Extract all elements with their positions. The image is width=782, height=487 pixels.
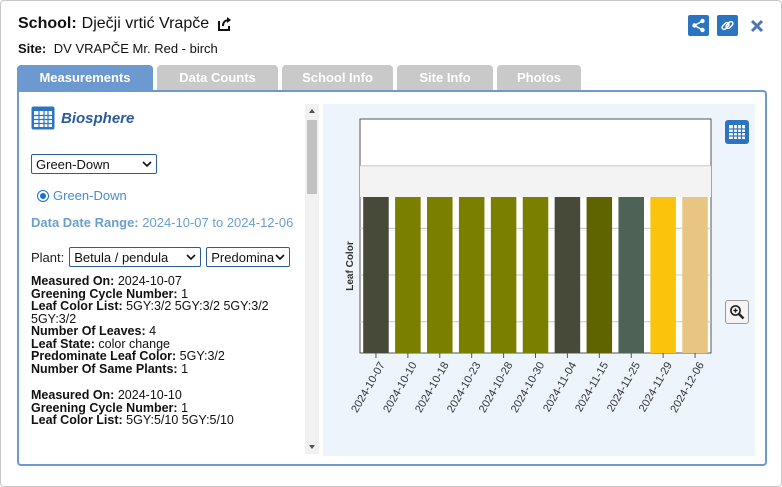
leaf-select[interactable]: Predomina: [206, 247, 291, 267]
same-plants-label: Number Of Same Plants:: [31, 361, 178, 376]
tab-school-info[interactable]: School Info: [282, 65, 393, 90]
tab-data-counts[interactable]: Data Counts: [157, 65, 278, 90]
close-button[interactable]: [746, 15, 767, 36]
leaf-select-value: Predomina: [211, 249, 275, 265]
record-item: Measured On: 2024-10-07 Greening Cycle N…: [31, 275, 295, 375]
measurements-panel: Biosphere Green-Down Green-Down Data Dat…: [17, 90, 767, 466]
color-list-value: 5GY:5/10 5GY:5/10: [126, 413, 234, 427]
color-list-value: 5GY:3/2 5GY:3/2 5GY:3/2 5GY:3/2: [31, 299, 269, 326]
cycle-value: 1: [181, 400, 189, 415]
bar-2024-11-29: [650, 197, 676, 353]
scroll-thumb[interactable]: [307, 120, 317, 194]
records-list: Measured On: 2024-10-07 Greening Cycle N…: [31, 275, 295, 427]
tab-site-info[interactable]: Site Info: [397, 65, 493, 90]
bar-2024-10-07: [363, 197, 389, 353]
chevron-down-icon: [186, 254, 196, 261]
close-icon: [750, 19, 763, 32]
link-button[interactable]: [717, 15, 738, 36]
plant-select[interactable]: Betula / pendula: [69, 247, 202, 267]
record-item: Measured On: 2024-10-10 Greening Cycle N…: [31, 389, 295, 427]
bar-2024-10-28: [490, 197, 517, 353]
leaves-label: Number Of Leaves:: [31, 324, 146, 338]
measurements-list[interactable]: Biosphere Green-Down Green-Down Data Dat…: [31, 102, 295, 454]
y-axis-label: Leaf Color: [345, 241, 356, 291]
tab-bar: Measurements Data Counts School Info Sit…: [17, 65, 581, 90]
protocol-select-value: Green-Down: [36, 156, 110, 172]
school-line: School: Dječji vrtić Vrapče: [18, 15, 234, 33]
zoom-button[interactable]: [725, 300, 749, 324]
measured-on-label: Measured On:: [31, 274, 115, 288]
school-name: Dječji vrtić Vrapče: [81, 15, 210, 32]
list-scrollbar[interactable]: [305, 104, 319, 454]
state-value: color change: [98, 336, 170, 351]
protocol-select[interactable]: Green-Down: [31, 154, 157, 174]
link-icon: [721, 20, 734, 31]
color-list-label: Leaf Color List:: [31, 413, 123, 427]
bar-2024-12-06: [682, 197, 708, 353]
leaves-value: 4: [149, 324, 157, 338]
bar-2024-10-18: [427, 197, 453, 353]
plant-row: Plant: Betula / pendula Predomina: [31, 247, 295, 267]
color-list-label: Leaf Color List:: [31, 299, 123, 313]
table-icon: [31, 106, 55, 130]
zoom-in-icon: [730, 305, 745, 320]
school-label: School:: [18, 15, 77, 32]
state-label: Leaf State:: [31, 336, 95, 351]
chevron-down-icon: [142, 161, 152, 168]
leaf-color-chart: 2024-10-072024-10-102024-10-182024-10-23…: [345, 118, 712, 415]
date-range-label: Data Date Range:: [31, 215, 139, 230]
table-icon: [729, 125, 745, 139]
share-button[interactable]: [688, 15, 709, 36]
predominate-label: Predominate Leaf Color:: [31, 349, 177, 363]
measured-on-value: 2024-10-10: [117, 388, 182, 402]
bar-2024-10-30: [522, 197, 549, 353]
measured-on-label: Measured On:: [31, 388, 115, 402]
site-line: Site: DV VRAPČE Mr. Red - birch: [18, 41, 218, 56]
plant-select-value: Betula / pendula: [74, 249, 169, 265]
bar-2024-11-04: [554, 197, 581, 353]
radio-green-down[interactable]: Green-Down: [37, 188, 295, 203]
bar-2024-11-25: [618, 197, 644, 353]
date-range: Data Date Range: 2024-10-07 to 2024-12-0…: [31, 213, 295, 233]
bar-2024-10-10: [395, 197, 421, 353]
scroll-down-arrow-icon[interactable]: [307, 442, 317, 452]
table-view-button[interactable]: [725, 120, 749, 144]
scroll-up-arrow-icon[interactable]: [307, 106, 317, 116]
share-icon: [692, 18, 705, 33]
plot-band: [360, 165, 711, 197]
radio-label: Green-Down: [53, 188, 127, 203]
site-label: Site:: [18, 41, 47, 56]
radio-button[interactable]: [37, 189, 49, 202]
tab-photos[interactable]: Photos: [497, 65, 581, 90]
plant-label: Plant:: [31, 249, 65, 265]
external-link-icon[interactable]: [216, 15, 234, 33]
cycle-value: 1: [181, 286, 189, 301]
x-tick-label: 2024-12-06: [668, 360, 707, 415]
predominate-value: 5GY:3/2: [179, 349, 225, 363]
section-title: Biosphere: [61, 109, 135, 127]
bar-2024-11-15: [586, 197, 613, 353]
biosphere-header: Biosphere: [31, 106, 295, 130]
date-range-value: 2024-10-07 to 2024-12-06: [142, 215, 294, 230]
chart-area: 2024-10-07 2024-10-10 2024-10-18 2024-10-23…: [323, 104, 755, 456]
cycle-label: Greening Cycle Number:: [31, 286, 178, 301]
cycle-label: Greening Cycle Number:: [31, 400, 178, 415]
site-name: DV VRAPČE Mr. Red - birch: [53, 41, 218, 56]
chevron-down-icon: [275, 254, 285, 261]
header-actions: [688, 15, 767, 36]
tab-measurements[interactable]: Measurements: [17, 65, 153, 90]
same-plants-value: 1: [181, 361, 189, 376]
bar-2024-10-23: [458, 197, 485, 353]
measured-on-value: 2024-10-07: [117, 274, 182, 288]
